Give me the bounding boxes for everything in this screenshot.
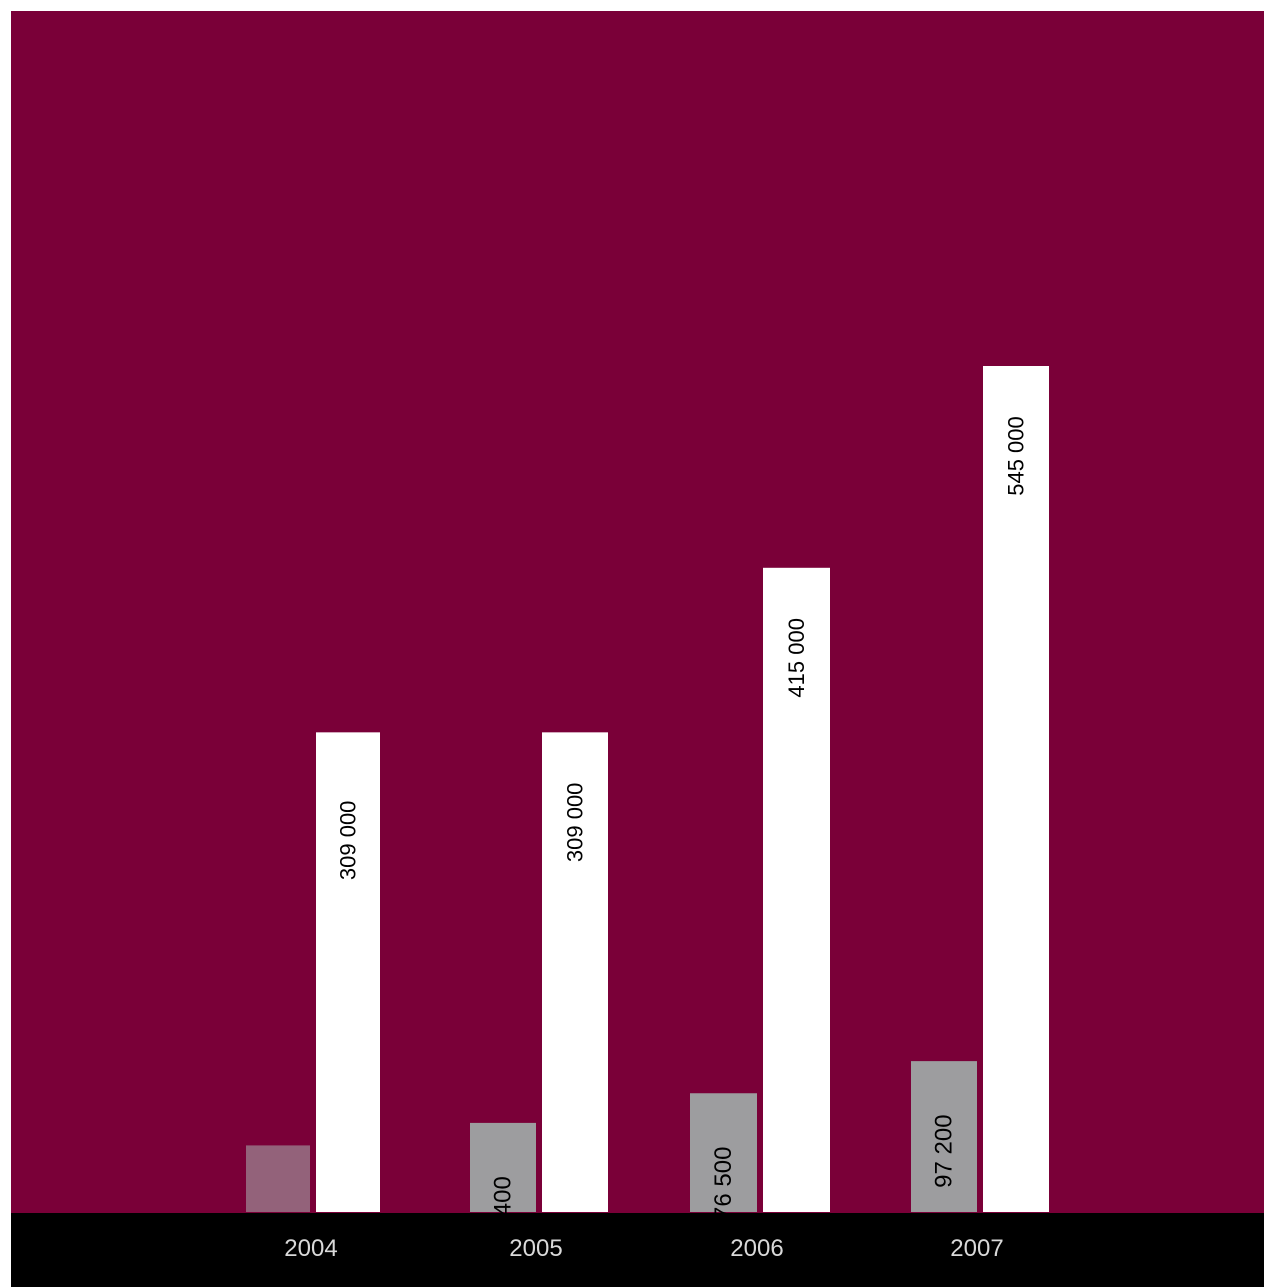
bar-s1-2005	[470, 1122, 536, 1212]
category-axis: 2004 2005 2006 2007	[284, 1235, 1003, 1262]
data-label-s2-2006: 415 000	[784, 618, 809, 698]
bar-s1-2006	[690, 1093, 757, 1212]
plot-background	[11, 11, 1264, 1213]
data-label-s1-2006: 76 500	[710, 1147, 737, 1220]
category-label-2006: 2006	[730, 1235, 783, 1262]
bar-s2-2007	[983, 366, 1049, 1212]
category-axis-band	[11, 1213, 1264, 1287]
data-label-s1-2007: 97 200	[931, 1114, 958, 1187]
data-label-s2-2005: 309 000	[563, 783, 588, 863]
bar-s2-2004	[316, 732, 380, 1212]
category-label-2004: 2004	[284, 1235, 337, 1262]
bar-s1-2004	[246, 1145, 310, 1212]
category-label-2007: 2007	[950, 1235, 1003, 1262]
bar-s1-2007	[911, 1061, 977, 1212]
bar-s2-2005	[542, 732, 608, 1212]
category-label-2005: 2005	[509, 1235, 562, 1262]
data-label-s2-2004: 309 000	[336, 801, 361, 881]
data-label-s2-2007: 545 000	[1004, 416, 1029, 496]
bar-s2-2006	[763, 567, 830, 1212]
